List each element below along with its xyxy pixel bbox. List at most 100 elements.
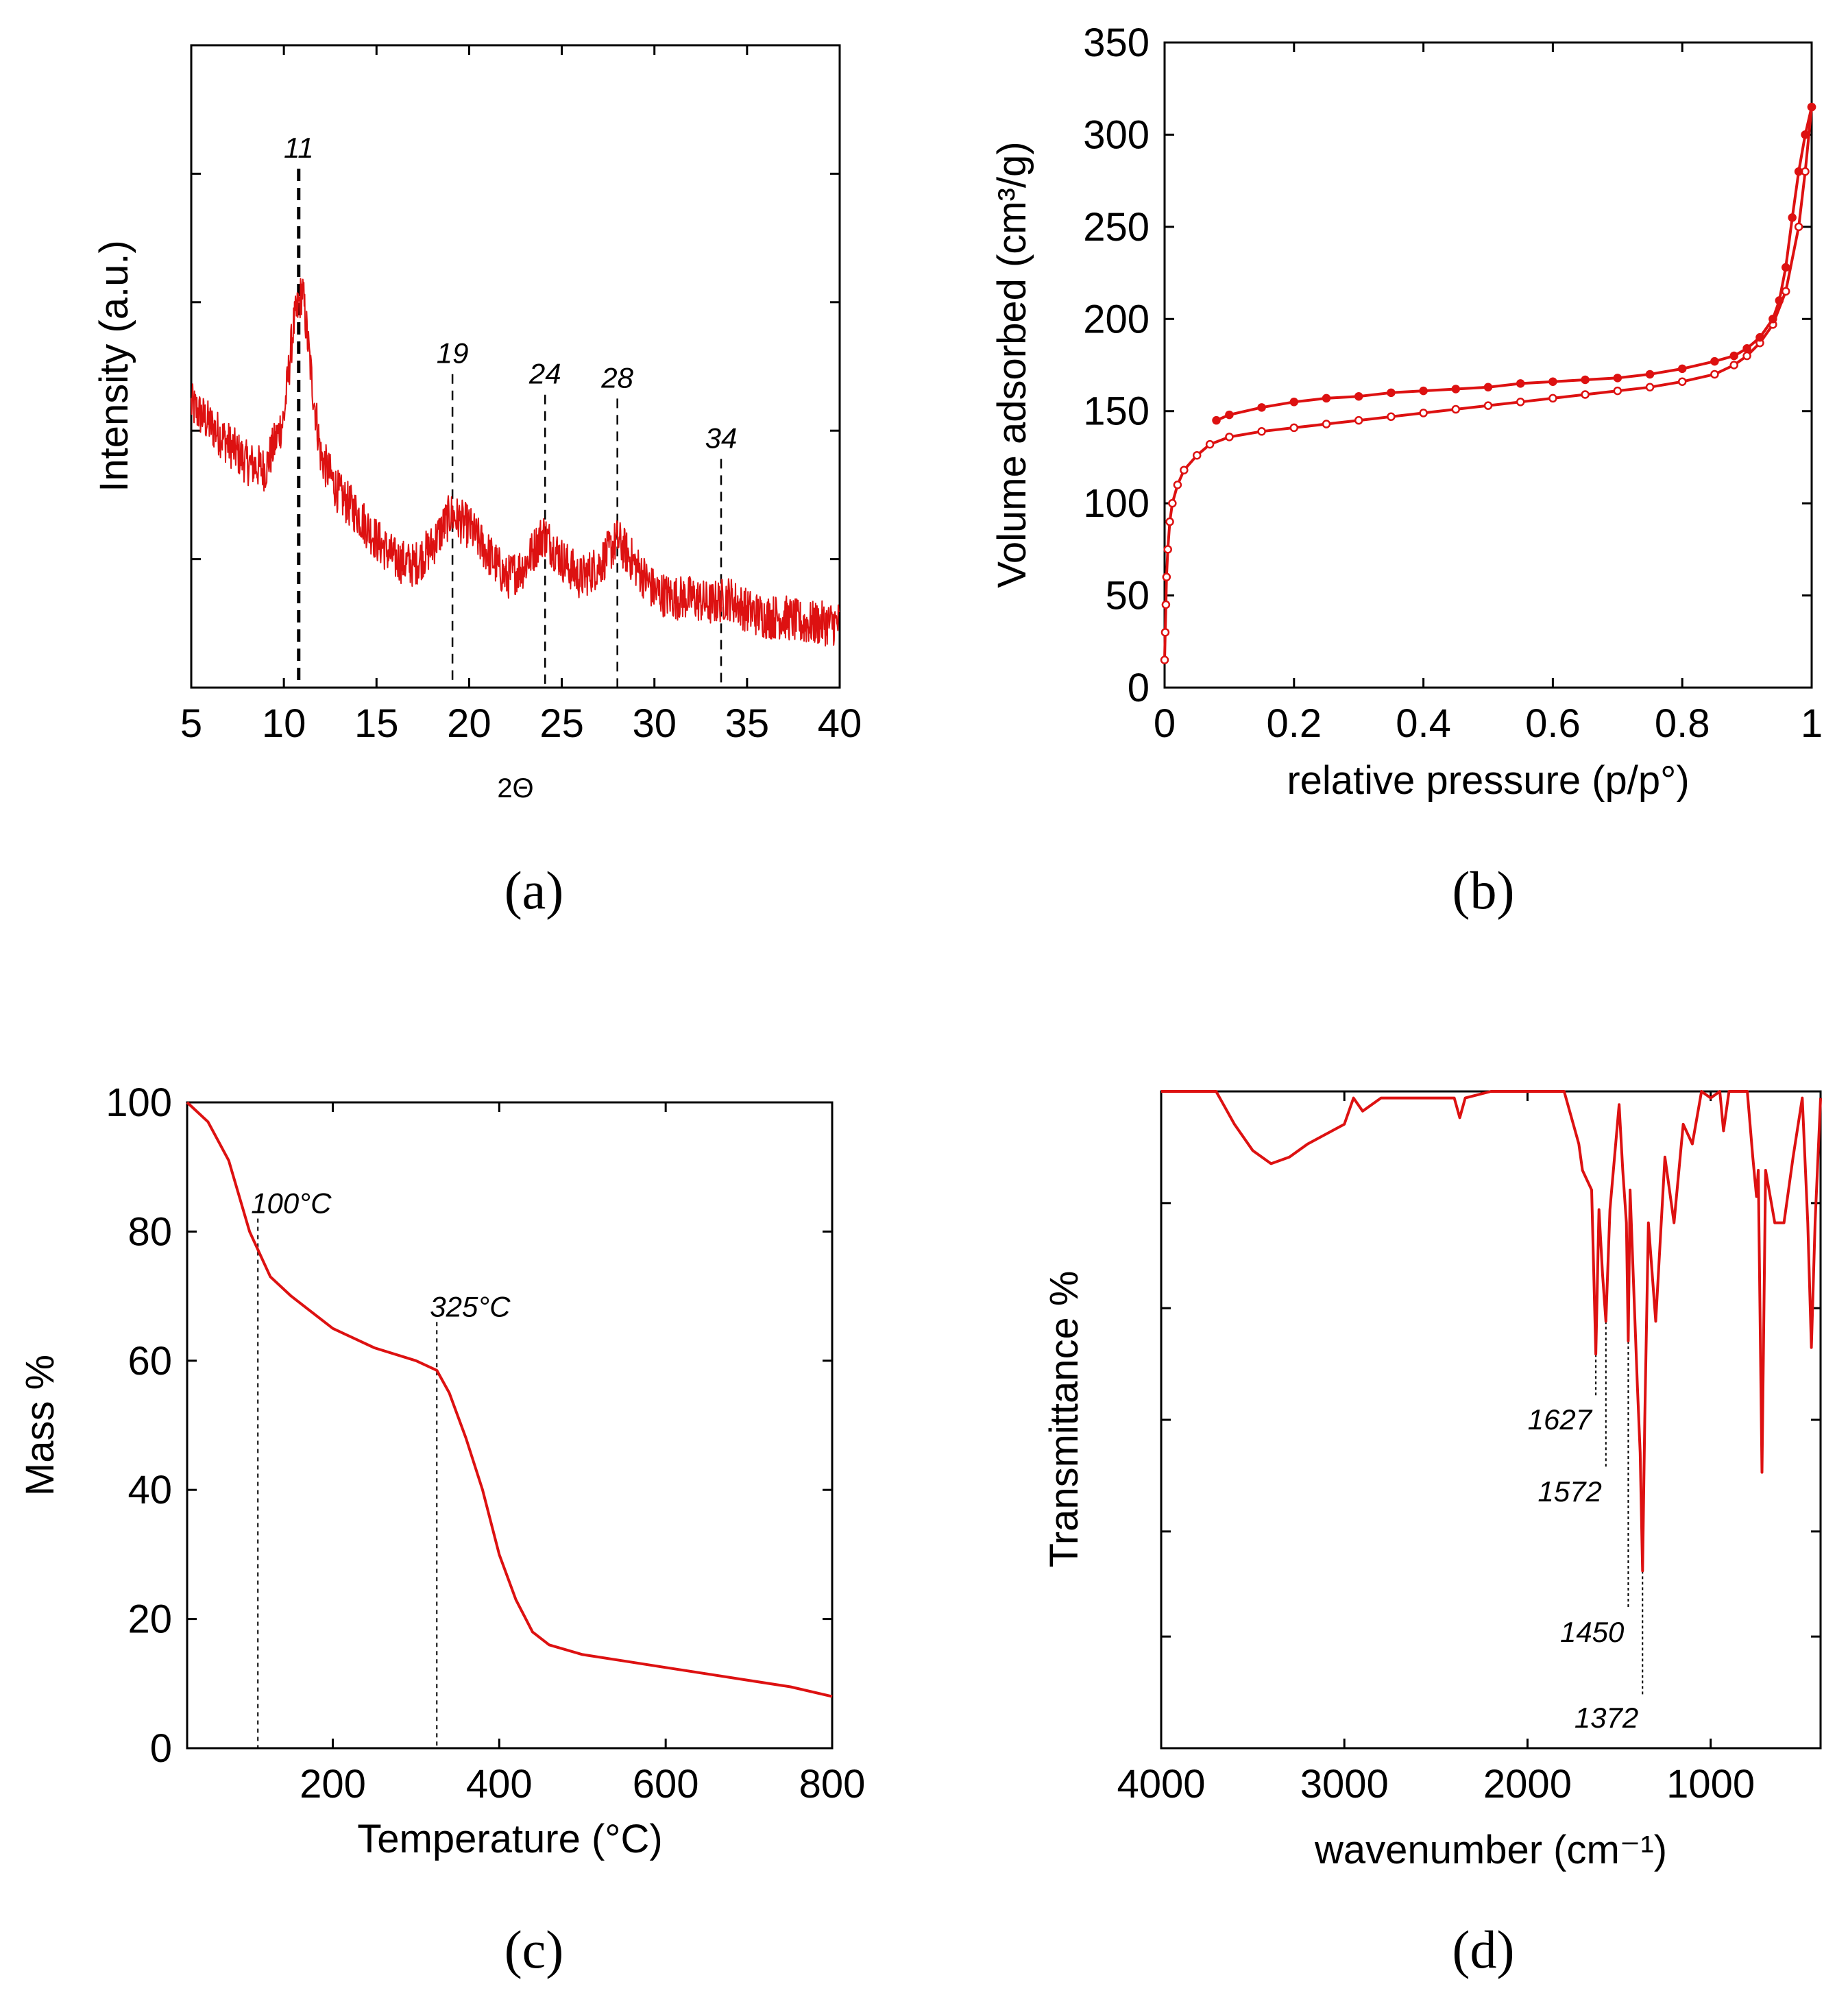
data-point	[1677, 364, 1687, 374]
y-tick-label: 300	[1083, 112, 1150, 157]
panel-b-frame	[1163, 41, 1813, 689]
data-point	[1755, 332, 1764, 342]
x-tick-label: 15	[354, 701, 399, 746]
data-point	[1581, 390, 1590, 399]
data-point	[1387, 388, 1396, 398]
data-point	[1483, 383, 1493, 392]
data-point	[1419, 409, 1428, 418]
x-tick-label: 0.2	[1266, 701, 1322, 746]
panel-d-ftir: 4000 3000 2000 1000 1627 1572 1450 1372 wavenu…	[1042, 1090, 1822, 1979]
y-tick-label: 0	[150, 1726, 172, 1771]
x-tick-label: 10	[262, 701, 306, 746]
data-point	[1257, 403, 1266, 412]
panel-c-label: (c)	[504, 1920, 564, 1979]
annotation-label: 34	[705, 422, 738, 454]
data-point	[1794, 167, 1803, 176]
data-point	[1161, 600, 1171, 609]
panel-d-ylabel: Transmittance %	[1042, 1271, 1086, 1568]
data-point	[1710, 356, 1719, 366]
panel-c-tga: 200 400 600 800 0 20 40 60 80 100 100°C 325°C Temp…	[18, 1080, 865, 1979]
x-tick-label: 0	[1154, 701, 1176, 746]
data-point	[1677, 377, 1687, 386]
annotation-label: 24	[528, 358, 561, 390]
panel-a-ylabel: Intensity (a.u.)	[92, 240, 136, 492]
data-point	[1645, 383, 1655, 392]
data-point	[1613, 374, 1622, 383]
y-tick-label: 250	[1083, 205, 1150, 250]
data-point	[1742, 351, 1751, 361]
data-point	[1387, 412, 1396, 422]
data-point	[1354, 415, 1363, 425]
panel-a-frame	[190, 44, 841, 689]
data-point	[1160, 655, 1169, 664]
series-line-desorption	[1215, 106, 1813, 422]
data-point	[1645, 370, 1655, 379]
data-point	[1180, 466, 1189, 474]
data-point	[1289, 398, 1299, 407]
data-point	[1729, 351, 1738, 361]
x-tick-label: 1	[1801, 701, 1823, 746]
data-point	[1192, 450, 1202, 460]
series-line-xrd-pattern	[191, 278, 840, 646]
x-tick-label: 30	[632, 701, 677, 746]
data-point	[1225, 410, 1234, 420]
x-tick-label: 0.4	[1396, 701, 1451, 746]
data-point	[1451, 385, 1461, 394]
y-tick-label: 0	[1128, 666, 1150, 710]
panel-b-ylabel: Volume adsorbed (cm³/g)	[990, 141, 1034, 588]
panel-a-label: (a)	[504, 860, 564, 920]
data-point	[1322, 420, 1331, 428]
annotation-label: 100°C	[251, 1187, 332, 1220]
x-tick-label: 0.8	[1655, 701, 1710, 746]
data-point	[1173, 481, 1182, 489]
y-tick-label: 350	[1083, 21, 1150, 65]
panel-b-xlabel: relative pressure (p/p°)	[1287, 758, 1689, 803]
data-point	[1548, 377, 1557, 386]
data-point	[1581, 375, 1590, 385]
panel-b-isotherm: 0 0.2 0.4 0.6 0.8 1 0 50 100 150 200 250 300 350 rela…	[990, 21, 1823, 920]
annotation-label: 1372	[1575, 1702, 1638, 1734]
data-point	[1768, 315, 1777, 324]
x-tick-label: 0.6	[1525, 701, 1581, 746]
x-tick-label: 800	[799, 1762, 866, 1806]
y-tick-label: 100	[106, 1080, 172, 1125]
panel-d-frame	[1160, 1090, 1822, 1750]
data-point	[1225, 433, 1234, 442]
y-tick-label: 150	[1083, 389, 1150, 434]
data-point	[1807, 102, 1816, 112]
data-point	[1781, 263, 1790, 272]
x-tick-label: 2000	[1483, 1762, 1572, 1806]
annotation-label: 1450	[1560, 1616, 1625, 1648]
data-point	[1516, 379, 1525, 388]
y-tick-label: 50	[1105, 574, 1150, 618]
data-point	[1419, 386, 1428, 396]
data-point	[1451, 404, 1461, 414]
data-point	[1613, 386, 1622, 396]
panel-c-xlabel: Temperature (°C)	[357, 1817, 662, 1861]
data-point	[1257, 427, 1266, 436]
data-point	[1165, 517, 1174, 527]
data-point	[1781, 287, 1790, 296]
panel-a-xlabel: 2Θ	[497, 773, 533, 803]
data-point	[1742, 344, 1751, 353]
data-point	[1163, 545, 1172, 554]
data-point	[1354, 391, 1363, 401]
data-point	[1162, 572, 1171, 581]
y-tick-label: 100	[1083, 481, 1150, 526]
data-point	[1775, 296, 1784, 305]
panel-c-ylabel: Mass %	[18, 1355, 62, 1496]
panel-a-xrd: 5 10 15 20 25 30 35 40 11 19 24 28 34 2Θ Intensity …	[92, 44, 862, 920]
series-line-ftir	[1161, 1090, 1822, 1573]
data-point	[1205, 439, 1215, 449]
data-point	[1212, 415, 1221, 425]
y-tick-label: 40	[127, 1468, 172, 1512]
annotation-label: 11	[284, 132, 314, 164]
panel-d-xlabel: wavenumber (cm⁻¹)	[1314, 1828, 1667, 1872]
x-tick-label: 20	[447, 701, 491, 746]
x-tick-label: 4000	[1117, 1762, 1205, 1806]
annotation-label: 325°C	[430, 1290, 511, 1322]
annotation-label: 28	[600, 361, 633, 394]
data-point	[1160, 628, 1170, 637]
y-tick-label: 80	[127, 1209, 172, 1254]
